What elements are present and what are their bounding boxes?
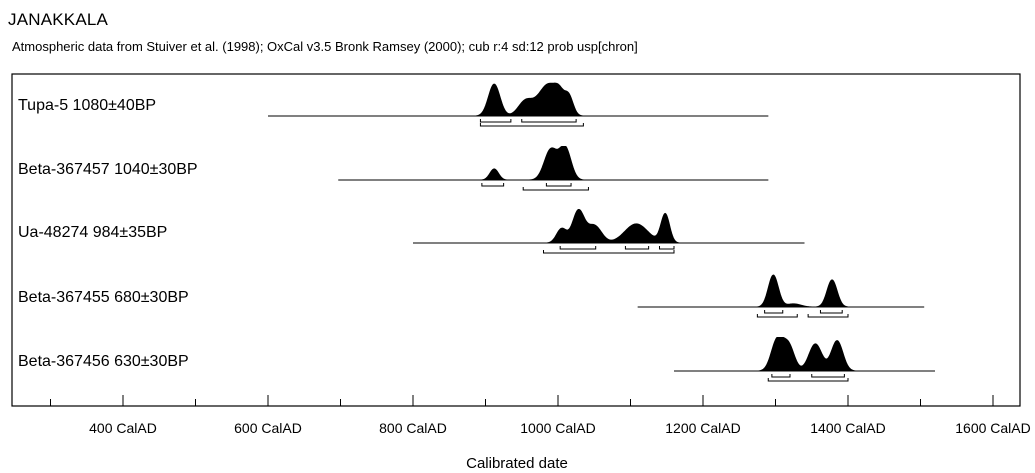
series-label: Ua-48274 984±35BP [18,224,167,241]
x-tick-label: 800 CalAD [379,420,447,436]
series-4: Beta-367455 680±30BP [18,275,924,317]
range-68-inner [546,183,571,186]
x-axis: 400 CalAD 600 CalAD 800 CalAD 1000 CalAD 120… [51,395,1031,436]
series-5: Beta-367456 630±30BP [18,337,935,381]
probability-distribution [638,275,924,307]
x-tick-label: 1000 CalAD [520,420,596,436]
range-95 [768,378,848,381]
series-1: Tupa-5 1080±40BP [18,83,768,126]
range-68-2 [522,119,576,122]
range-68-2 [820,310,842,313]
x-tick-label: 1600 CalAD [955,420,1031,436]
series-layer: Tupa-5 1080±40BP Beta-367457 1040±30BP Ua-… [18,83,935,381]
probability-distribution [674,337,935,371]
range-68-2 [812,374,845,377]
range-95 [480,123,583,126]
probability-distribution [268,83,768,116]
range-68-2 [625,246,648,249]
x-tick-label: 1200 CalAD [665,420,741,436]
range-95-2 [808,314,848,317]
series-label: Beta-367455 680±30BP [18,289,189,306]
range-68-1 [480,119,510,122]
series-label: Beta-367457 1040±30BP [18,161,198,178]
range-68-1 [560,246,596,249]
x-tick-label: 1400 CalAD [810,420,886,436]
range-68-3 [660,246,675,249]
probability-distribution [338,146,768,180]
series-label: Tupa-5 1080±40BP [18,97,156,114]
range-68-1 [482,183,504,186]
series-2: Beta-367457 1040±30BP [18,146,768,190]
range-95 [544,250,675,253]
x-axis-title: Calibrated date [466,455,568,472]
series-3: Ua-48274 984±35BP [18,209,805,253]
x-tick-label: 600 CalAD [234,420,302,436]
series-label: Beta-367456 630±30BP [18,353,189,370]
range-95-1 [757,314,797,317]
probability-distribution [413,209,805,243]
range-95 [523,187,588,190]
x-tick-label: 400 CalAD [89,420,157,436]
range-68-1 [772,374,790,377]
range-68-1 [765,310,783,313]
